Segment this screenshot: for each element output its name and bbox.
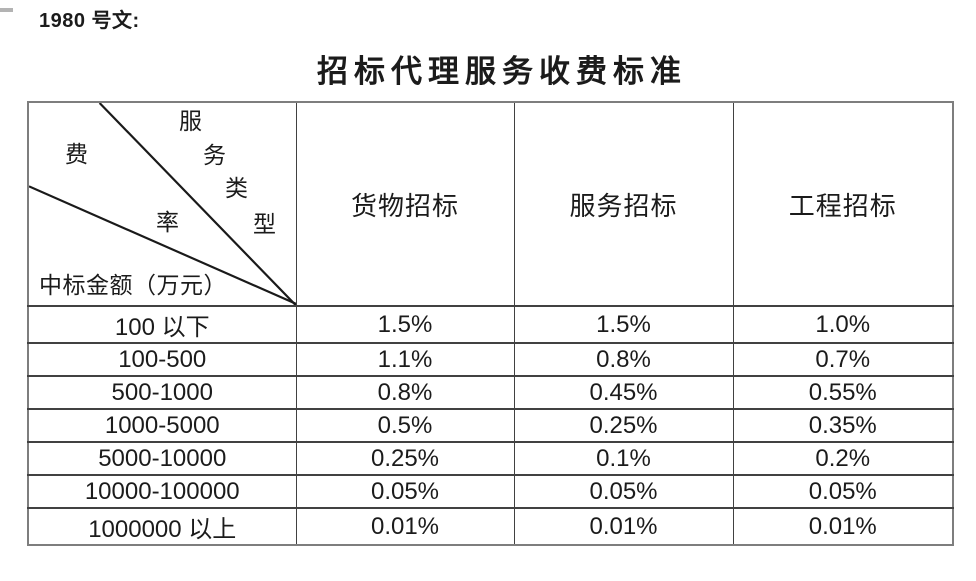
table-header-row: 服 务 类 型 费 率 中标金额（万元） 货物招标 服务招标 工程招标 <box>27 101 954 307</box>
rate-value-cell: 0.05% <box>295 474 515 509</box>
corner-service-type-char: 类 <box>225 176 248 201</box>
amount-range-cell: 5000-10000 <box>27 441 297 476</box>
corner-fee-rate-char: 率 <box>156 210 179 235</box>
column-header-goods-bidding: 货物招标 <box>295 101 515 307</box>
corner-amount-axis-label: 中标金额（万元） <box>39 273 227 298</box>
rate-value-cell: 0.55% <box>732 375 954 410</box>
fee-standard-table: 服 务 类 型 费 率 中标金额（万元） 货物招标 服务招标 工程招标 100 … <box>27 101 954 546</box>
corner-service-type-char: 务 <box>203 143 226 168</box>
rate-value-cell: 1.5% <box>513 305 734 344</box>
rate-value-cell: 0.2% <box>732 441 954 476</box>
amount-range-cell: 100-500 <box>27 342 297 377</box>
rate-value-cell: 0.5% <box>295 408 515 443</box>
rate-value-cell: 0.01% <box>295 507 515 546</box>
table-row: 1000000 以上 0.01% 0.01% 0.01% <box>27 507 954 546</box>
rate-value-cell: 0.8% <box>513 342 734 377</box>
amount-range-cell: 10000-100000 <box>27 474 297 509</box>
table-corner-cell: 服 务 类 型 费 率 中标金额（万元） <box>27 101 297 307</box>
diagonal-divider-lines <box>29 103 295 305</box>
amount-range-cell: 1000-5000 <box>27 408 297 443</box>
rate-value-cell: 0.35% <box>732 408 954 443</box>
amount-range-cell: 500-1000 <box>27 375 297 410</box>
doc-number-label: 1980 号文: <box>39 10 140 32</box>
fee-table-body: 100 以下 1.5% 1.5% 1.0% 100-500 1.1% 0.8% 0.7% 500… <box>27 305 954 546</box>
table-row: 5000-10000 0.25% 0.1% 0.2% <box>27 441 954 476</box>
corner-service-type-char: 型 <box>253 212 276 237</box>
page-title: 招标代理服务收费标准 <box>317 54 687 89</box>
table-row: 1000-5000 0.5% 0.25% 0.35% <box>27 408 954 443</box>
corner-service-type-char: 服 <box>179 109 202 134</box>
rate-value-cell: 1.1% <box>295 342 515 377</box>
rate-value-cell: 0.45% <box>513 375 734 410</box>
table-row: 100 以下 1.5% 1.5% 1.0% <box>27 305 954 344</box>
rate-value-cell: 1.5% <box>295 305 515 344</box>
rate-value-cell: 0.01% <box>732 507 954 546</box>
rate-value-cell: 0.01% <box>513 507 734 546</box>
corner-fee-rate-char: 费 <box>65 142 88 167</box>
rate-value-cell: 0.25% <box>513 408 734 443</box>
rate-value-cell: 0.1% <box>513 441 734 476</box>
column-header-works-bidding: 工程招标 <box>732 101 954 307</box>
rate-value-cell: 0.8% <box>295 375 515 410</box>
table-row: 500-1000 0.8% 0.45% 0.55% <box>27 375 954 410</box>
rate-value-cell: 0.25% <box>295 441 515 476</box>
amount-range-cell: 100 以下 <box>27 305 297 344</box>
page-corner-mark <box>0 8 13 12</box>
table-row: 10000-100000 0.05% 0.05% 0.05% <box>27 474 954 509</box>
column-header-service-bidding: 服务招标 <box>513 101 734 307</box>
table-row: 100-500 1.1% 0.8% 0.7% <box>27 342 954 377</box>
rate-value-cell: 0.05% <box>732 474 954 509</box>
rate-value-cell: 1.0% <box>732 305 954 344</box>
amount-range-cell: 1000000 以上 <box>27 507 297 546</box>
rate-value-cell: 0.7% <box>732 342 954 377</box>
rate-value-cell: 0.05% <box>513 474 734 509</box>
